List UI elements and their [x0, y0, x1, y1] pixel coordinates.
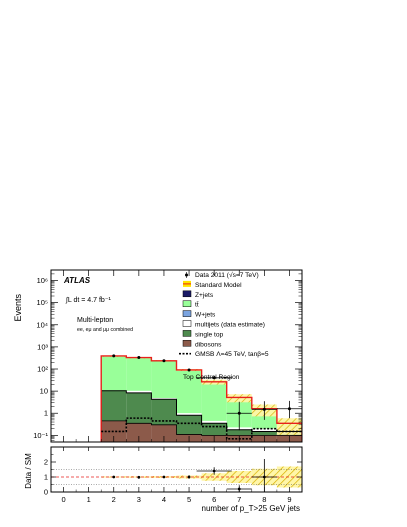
legend-z-jets-label: Z+jets — [195, 292, 214, 299]
x-tick-label: 4 — [162, 495, 166, 504]
x-tick-label: 2 — [112, 495, 116, 504]
ratio-band-9 — [276, 466, 302, 488]
y-axis-label: Events — [13, 294, 23, 322]
x-axis-label: number of p_T>25 GeV jets — [202, 504, 301, 513]
ratio-reference-lines — [51, 469, 302, 485]
ratio-panel: 0 1 2 0 1 2 3 4 5 6 7 8 9 Data / SM number of p_T>2… — [24, 446, 303, 513]
bar-single-top-7 — [226, 429, 252, 436]
bar-single-top-5 — [176, 415, 202, 435]
bar-multijets-data-estimate--3 — [126, 390, 152, 393]
x-tick-label: 5 — [187, 495, 191, 504]
bar-dibosons-4 — [151, 424, 177, 442]
bar-multijets-data-estimate--6 — [201, 420, 227, 424]
ratio-point-5 — [187, 475, 191, 479]
ratio-y-tick-label: 2 — [44, 458, 48, 467]
main-panel: 10⁻¹ 1 10 10² 10³ 10⁴ 10⁵ 10⁶ Events ATLAS ∫L d… — [13, 269, 303, 443]
x-tick-label: 7 — [237, 495, 241, 504]
bar-tt--3 — [126, 357, 152, 391]
bar-tt--4 — [151, 360, 177, 398]
x-tick-label: 0 — [61, 495, 65, 504]
legend-w-jets-label: W+jets — [195, 312, 216, 319]
ratio-point-4 — [162, 475, 166, 479]
data-point-6 — [212, 376, 216, 380]
legend-tt--swatch — [182, 300, 192, 307]
bar-multijets-data-estimate--5 — [176, 413, 202, 416]
legend-tt--label: tt̄ — [195, 301, 199, 309]
channel-sub-label: ee, eμ and μμ combined — [77, 327, 133, 333]
x-tick-label: 1 — [87, 495, 91, 504]
bar-multijets-data-estimate--8 — [251, 428, 277, 432]
y-tick-label: 10² — [37, 365, 48, 374]
y-tick-label: 10³ — [37, 342, 48, 351]
x-tick-label: 9 — [287, 495, 291, 504]
bar-single-top-8 — [251, 431, 277, 436]
legend-data-2011-s-7-tev--label: Data 2011 (√s=7 TeV) — [195, 271, 259, 279]
data-point-3 — [137, 356, 141, 360]
x-tick-label: 8 — [262, 495, 266, 504]
luminosity-label: ∫L dt = 4.7 fb⁻¹ — [65, 297, 112, 304]
data-point-4 — [162, 359, 166, 363]
legend-dibosons-label: dibosons — [195, 341, 222, 348]
ratio-band-6 — [201, 473, 227, 481]
legend-standard-model-label: Standard Model — [195, 282, 242, 289]
legend-multijets-data-estimate--label: multijets (data estimate) — [195, 322, 265, 329]
legend-w-jets-swatch — [182, 310, 192, 317]
bar-tt--5 — [176, 369, 202, 414]
y-tick-label: 10⁻¹ — [33, 431, 48, 440]
bar-multijets-data-estimate--4 — [151, 397, 177, 400]
ratio-y-axis-label: Data / SM — [24, 453, 33, 489]
data-point-7 — [237, 411, 241, 415]
data-point-2 — [112, 354, 116, 358]
legend-gmsb-45-tev-tan-5-label: GMSB Λ=45 TeV, tanβ=5 — [195, 351, 269, 358]
ratio-band-7 — [226, 471, 252, 483]
y-tick-label: 10 — [40, 387, 48, 396]
bar-single-top-2 — [101, 390, 127, 421]
y-axis: 10⁻¹ 1 10 10² 10³ 10⁴ 10⁵ 10⁶ — [33, 269, 302, 443]
ratio-point-3 — [137, 475, 141, 479]
legend-single-top-label: single top — [195, 331, 224, 338]
y-tick-label: 10⁶ — [37, 276, 48, 285]
atlas-label: ATLAS — [63, 276, 91, 285]
sm-band-9 — [276, 418, 302, 435]
legend-z-jets-swatch — [182, 290, 192, 298]
data-point-5 — [187, 368, 191, 372]
data-point-9 — [287, 407, 291, 411]
legend-dibosons-swatch — [182, 340, 192, 347]
x-tick-label: 3 — [137, 495, 141, 504]
ratio-point-2 — [112, 475, 116, 479]
data-layer — [112, 354, 302, 431]
y-tick-label: 10⁵ — [37, 298, 48, 307]
ratio-point-8 — [262, 475, 266, 479]
sm-band-7 — [226, 394, 252, 403]
ratio-point-6 — [212, 469, 216, 473]
legend-single-top-swatch — [182, 330, 192, 337]
region-label: Top Control Region — [183, 374, 240, 381]
standard-model-line — [100, 355, 302, 442]
bar-dibosons-2 — [101, 420, 127, 442]
bar-dibosons-3 — [126, 423, 152, 442]
bar-tt--2 — [101, 355, 127, 391]
ratio-y-tick-label: 1 — [44, 473, 48, 482]
ratio-y-tick-label: 0 — [44, 488, 48, 497]
x-tick-label: 6 — [212, 495, 216, 504]
gmsb-signal-line — [101, 417, 302, 440]
ratio-y-axis: 0 1 2 — [44, 454, 302, 497]
bar-tt--6 — [201, 381, 227, 421]
bar-single-top-6 — [201, 423, 227, 436]
ratio-data-layer — [112, 459, 277, 492]
channel-label: Multi-lepton — [77, 317, 113, 324]
legend-multijets-data-estimate--swatch — [182, 320, 192, 327]
data-point-8 — [262, 407, 266, 411]
x-axis: 0 1 2 3 4 5 6 7 8 9 — [61, 447, 292, 504]
x-ticks-main — [63, 270, 290, 442]
line-layer — [100, 355, 302, 442]
y-tick-label: 1 — [44, 409, 48, 418]
y-tick-label: 10⁴ — [36, 320, 48, 329]
legend: Data 2011 (√s=7 TeV) Standard Model Z+jets… — [179, 271, 269, 358]
